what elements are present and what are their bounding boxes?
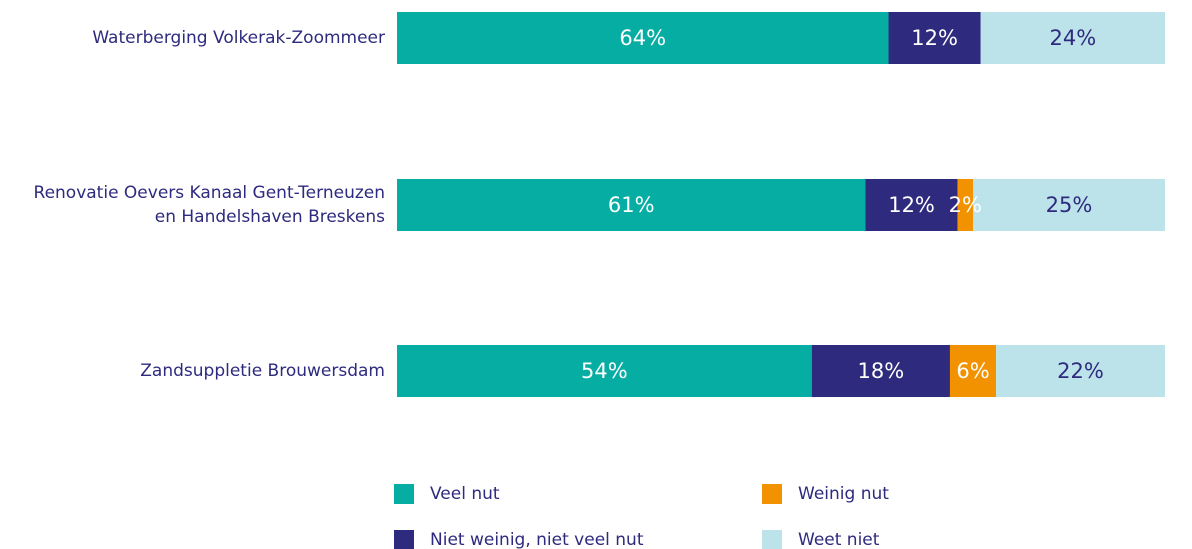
legend-label: Weet niet <box>798 530 880 549</box>
legend-label: Veel nut <box>430 484 500 504</box>
bar-segment <box>397 179 866 231</box>
category-label: Waterberging Volkerak-Zoommeer <box>92 28 385 48</box>
data-label: 2% <box>949 193 982 217</box>
data-label: 64% <box>619 26 666 50</box>
data-label: 24% <box>1049 26 1096 50</box>
data-label: 22% <box>1057 359 1104 383</box>
data-label: 54% <box>581 359 628 383</box>
legend-swatch <box>394 530 414 549</box>
bar-segment <box>957 179 973 231</box>
category-label: Zandsuppletie Brouwersdam <box>140 361 385 381</box>
legend-label: Niet weinig, niet veel nut <box>430 530 644 549</box>
data-label: 18% <box>857 359 904 383</box>
bar-segment <box>397 12 889 64</box>
bar-segment <box>980 12 1165 64</box>
legend-swatch <box>762 484 782 504</box>
legend-swatch <box>762 530 782 549</box>
legend-label: Weinig nut <box>798 484 889 504</box>
category-label: Renovatie Oevers Kanaal Gent-Terneuzen en… <box>34 183 386 227</box>
bar-segment <box>397 345 812 397</box>
bar-segment <box>996 345 1165 397</box>
legend-swatch <box>394 484 414 504</box>
data-label: 12% <box>911 26 958 50</box>
data-label: 12% <box>888 193 935 217</box>
bar-segment <box>973 179 1165 231</box>
bar-segment <box>949 345 997 397</box>
bar-segment <box>888 12 981 64</box>
data-label: 6% <box>956 359 989 383</box>
data-label: 61% <box>608 193 655 217</box>
bar-segment <box>865 179 958 231</box>
data-label: 25% <box>1046 193 1093 217</box>
bar-segment <box>811 345 950 397</box>
